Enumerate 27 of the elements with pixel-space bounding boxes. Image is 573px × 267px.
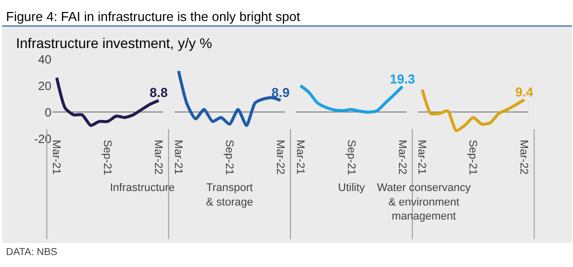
x-tick-label: Mar-22 [396,140,408,175]
x-tick-label: Mar-21 [294,140,306,175]
x-tick-label: Sep-21 [344,140,357,176]
text: DATA: NBS [6,247,58,258]
data-label: 8.9 [271,85,290,100]
x-tick-label: Mar-22 [518,140,530,175]
y-tick-label: -20 [34,132,52,146]
x-tick-label: Mar-21 [50,140,62,175]
data-label: 19.3 [390,71,416,86]
x-axis-title: Infrastructure [110,182,175,194]
x-tick-label: Sep-21 [222,140,235,176]
x-axis-title: Transport & storage [206,182,254,208]
x-tick-label: Sep-21 [466,140,479,176]
y-axis-title: Infrastructure investment, y/y % [16,35,212,51]
y-tick-label: 40 [38,52,52,66]
data-label: 9.4 [515,84,534,100]
data-label: 8.8 [150,85,168,100]
x-axis-title: Water conservancy & environment management [377,182,472,223]
x-tick-label: Mar-22 [274,140,286,175]
x-tick-label: Mar-21 [172,140,184,175]
x-tick-label: Mar-21 [416,140,428,175]
chart-title: Figure 4: FAI in infrastructure is the only bright spot [6,9,300,24]
y-tick-label: 0 [44,105,52,120]
x-tick-label: Sep-21 [101,140,114,176]
x-tick-label: Mar-22 [152,140,164,175]
x-axis-title: Utility [338,182,366,194]
y-tick-label: 20 [38,78,52,93]
